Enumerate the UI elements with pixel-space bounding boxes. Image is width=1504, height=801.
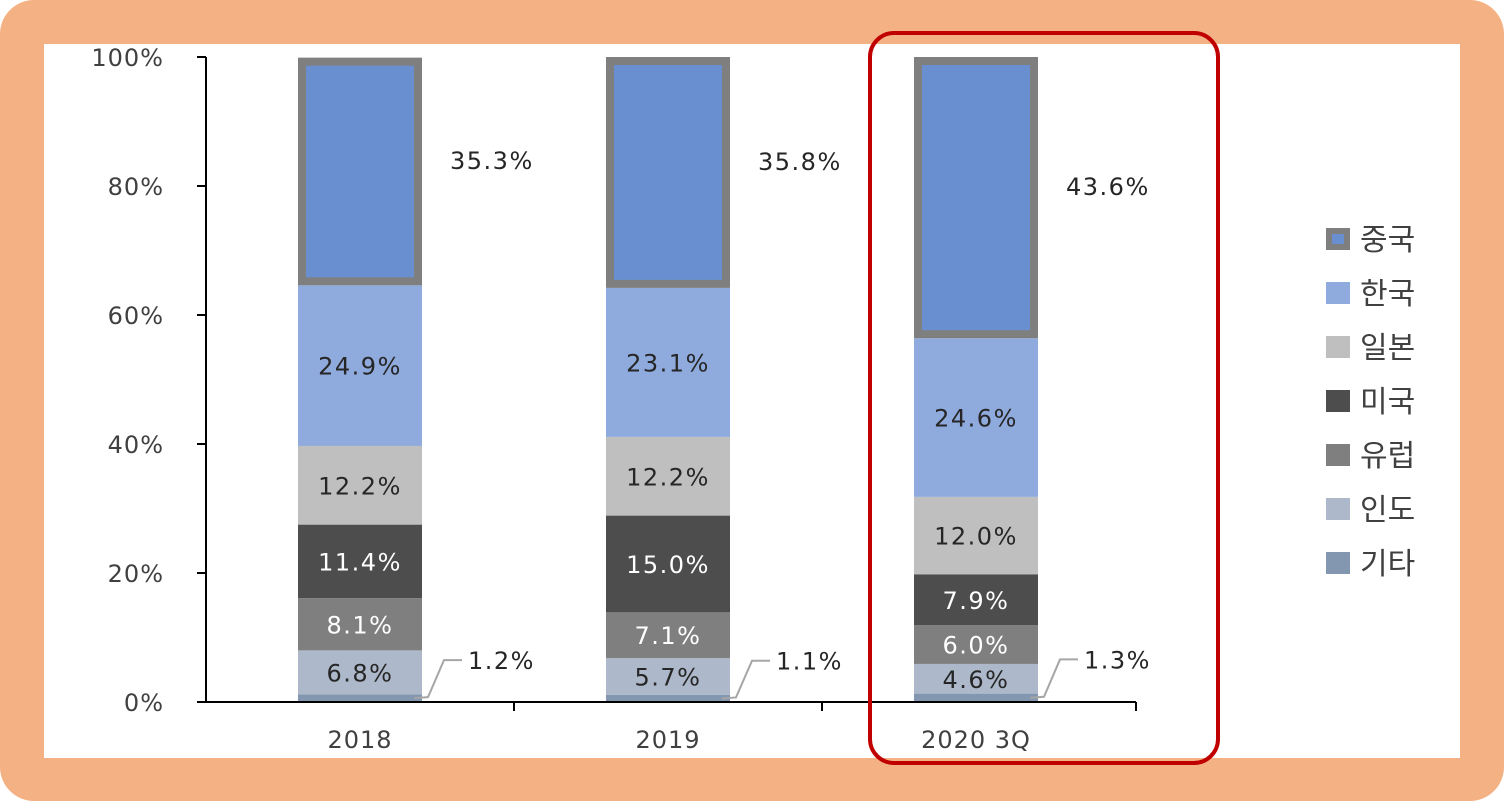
bar-기타 xyxy=(298,694,422,702)
bar-중국 xyxy=(298,57,422,286)
bar-유럽 xyxy=(914,625,1038,664)
value-label-기타: 1.2% xyxy=(468,647,535,675)
y-tick-label: 0% xyxy=(124,689,164,717)
value-label-유럽: 7.1% xyxy=(635,622,702,650)
bar-인도 xyxy=(298,650,422,695)
value-label-인도: 5.7% xyxy=(635,664,702,692)
chart-panel xyxy=(44,44,1460,758)
bar-기타 xyxy=(606,694,730,702)
legend-label-기타: 기타 xyxy=(1360,547,1415,582)
legend-label-중국: 중국 xyxy=(1360,223,1415,258)
value-label-미국: 15.0% xyxy=(626,551,710,579)
y-tick-label: 100% xyxy=(91,44,164,72)
bar-미국 xyxy=(298,524,422,599)
value-label-한국: 23.1% xyxy=(626,349,710,377)
legend-swatch-유럽 xyxy=(1326,444,1350,466)
highlight-box xyxy=(868,31,1220,765)
legend-label-일본: 일본 xyxy=(1360,331,1415,366)
y-tick-label: 80% xyxy=(108,173,164,201)
bars xyxy=(298,57,1038,702)
legend-swatch-인도 xyxy=(1326,498,1350,520)
value-label-유럽: 8.1% xyxy=(327,611,394,639)
bar-인도 xyxy=(914,663,1038,694)
legend-swatch-기타 xyxy=(1326,552,1350,574)
value-label-일본: 12.2% xyxy=(626,463,710,491)
bar-일본 xyxy=(914,496,1038,575)
y-axis: 0% 20% 40% 60% 80% 100% xyxy=(91,44,207,717)
bar-유럽 xyxy=(298,598,422,651)
bar-중국 xyxy=(606,57,730,288)
value-label-일본: 12.0% xyxy=(934,523,1018,551)
value-labels: 1.2% 6.8% 8.1% 11.4% 12.2% 24.9% 35.3% 1.1% 5.7%… xyxy=(318,147,1151,700)
legend-label-인도: 인도 xyxy=(1360,493,1415,528)
y-tick-label: 60% xyxy=(108,302,164,330)
bar-미국 xyxy=(606,515,730,613)
value-label-미국: 7.9% xyxy=(943,587,1010,615)
highlight xyxy=(868,31,1220,765)
value-label-일본: 12.2% xyxy=(318,472,402,500)
legend-swatch-중국 xyxy=(1326,228,1350,250)
legend-label-유럽: 유럽 xyxy=(1360,439,1415,474)
legend-swatch-미국 xyxy=(1326,390,1350,412)
value-label-한국: 24.9% xyxy=(318,353,402,381)
legend-label-한국: 한국 xyxy=(1360,277,1415,312)
bar-인도 xyxy=(606,658,730,695)
y-tick-label: 20% xyxy=(108,560,164,588)
bar-미국 xyxy=(914,574,1038,626)
legend-swatch-일본 xyxy=(1326,336,1350,358)
value-label-인도: 6.8% xyxy=(327,659,394,687)
value-label-한국: 24.6% xyxy=(934,405,1018,433)
bar-한국 xyxy=(606,287,730,437)
x-axis: 2018 2019 2020 3Q xyxy=(206,701,1137,754)
y-tick-label: 40% xyxy=(108,431,164,459)
leader-line-기타 xyxy=(413,659,462,700)
value-label-기타: 1.1% xyxy=(776,648,843,676)
value-label-기타: 1.3% xyxy=(1084,646,1151,674)
leader-line-기타 xyxy=(721,659,770,700)
value-label-중국: 35.8% xyxy=(758,148,842,176)
value-label-중국: 35.3% xyxy=(450,147,534,175)
value-label-인도: 4.6% xyxy=(943,666,1010,694)
value-label-유럽: 6.0% xyxy=(943,632,1010,660)
bar-일본 xyxy=(606,436,730,516)
x-tick-label: 2019 xyxy=(635,726,700,754)
x-tick-label: 2020 3Q xyxy=(921,726,1031,754)
bar-한국 xyxy=(914,338,1038,497)
x-tick-label: 2018 xyxy=(327,726,392,754)
bar-일본 xyxy=(298,445,422,525)
bar-유럽 xyxy=(606,612,730,659)
value-label-미국: 11.4% xyxy=(318,548,402,576)
legend-label-미국: 미국 xyxy=(1360,385,1415,420)
bar-중국 xyxy=(914,57,1038,339)
legend-swatch-한국 xyxy=(1326,282,1350,304)
bar-기타 xyxy=(914,693,1038,702)
leader-line-기타 xyxy=(1029,658,1078,699)
bar-한국 xyxy=(298,285,422,446)
value-label-중국: 43.6% xyxy=(1066,173,1150,201)
